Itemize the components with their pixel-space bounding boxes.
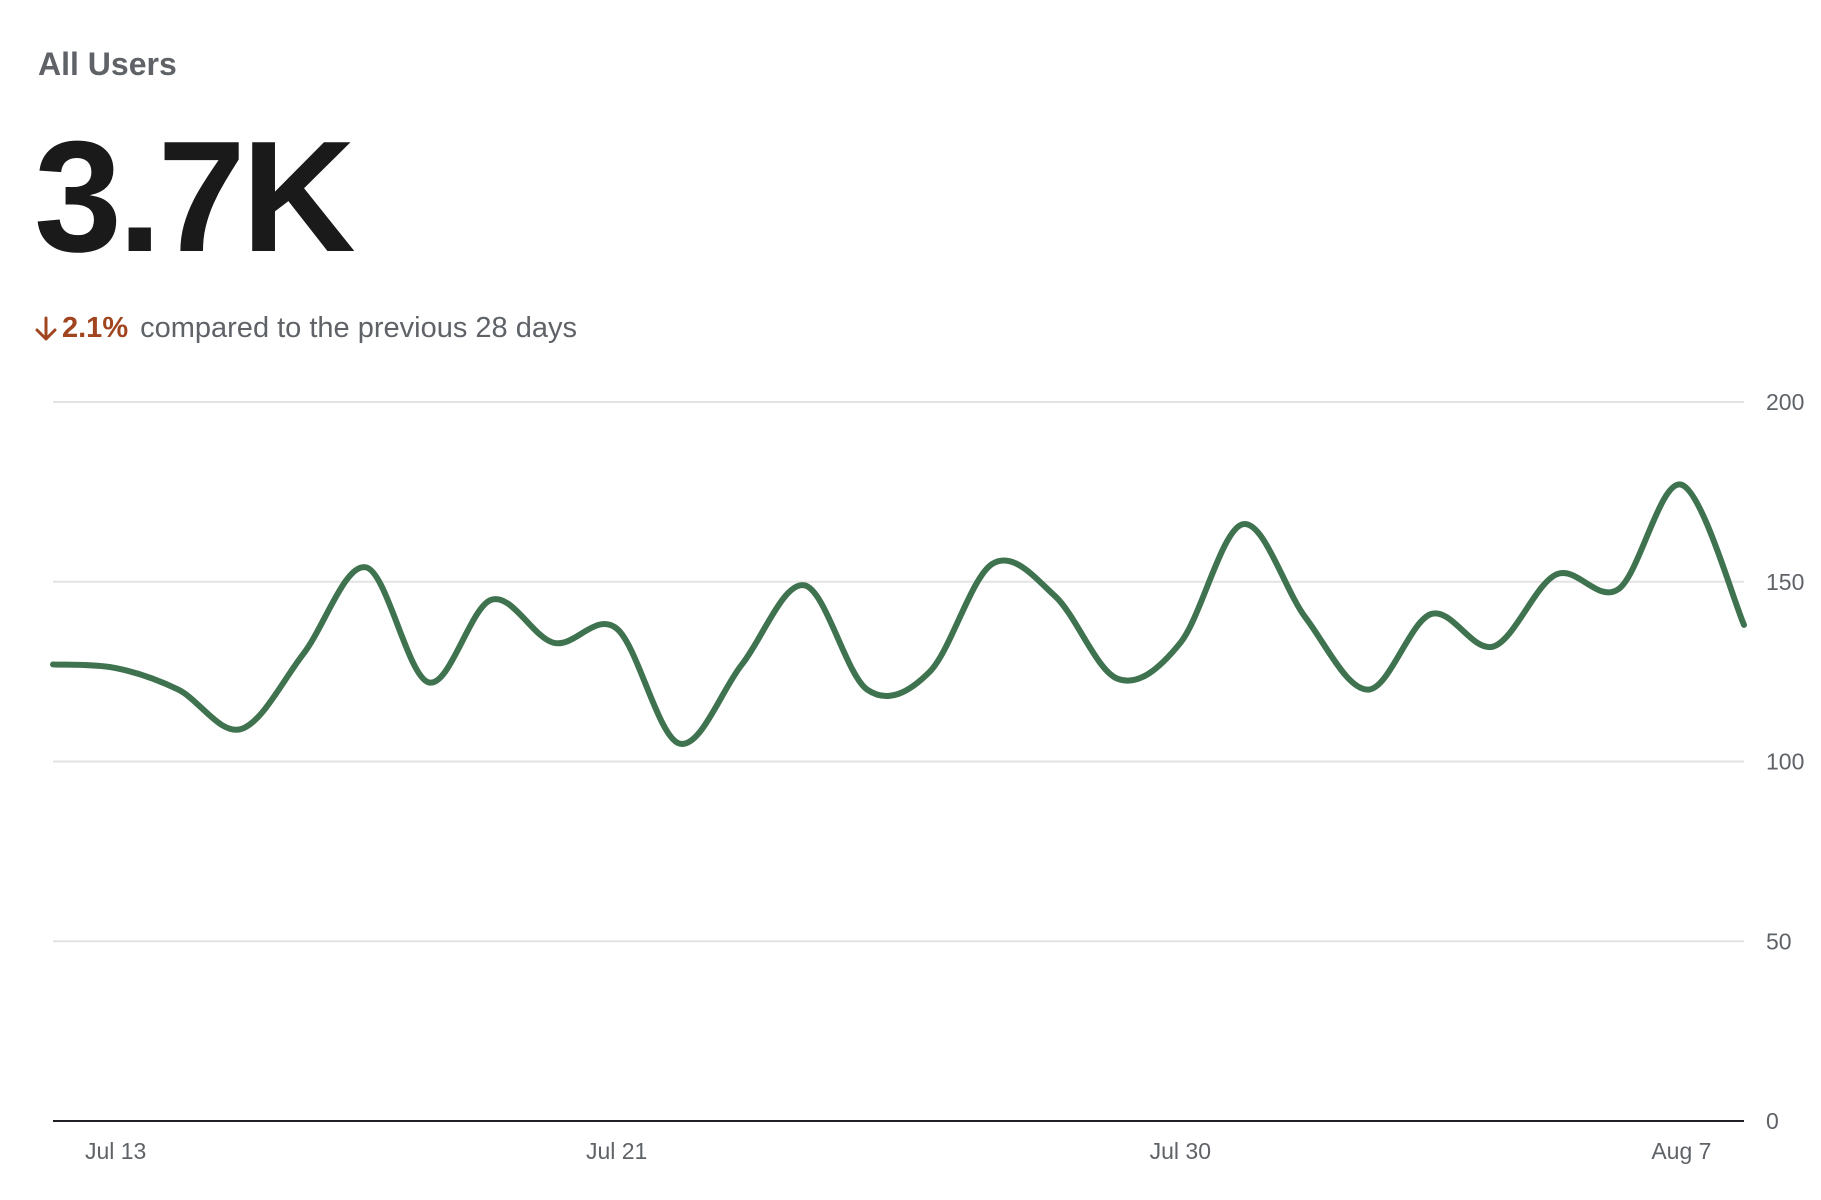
y-tick-label: 50 [1766,928,1792,954]
metric-title: All Users [38,46,177,82]
data-point[interactable] [1485,638,1501,654]
data-point[interactable] [45,656,61,672]
data-point[interactable] [1172,635,1188,651]
data-point[interactable] [1673,477,1689,493]
data-point[interactable] [1611,581,1627,597]
comparison-row: 2.1% compared to the previous 28 days [34,312,577,345]
y-tick-label: 0 [1766,1108,1779,1134]
data-point[interactable] [1235,516,1251,532]
x-tick-label: Jul 13 [85,1138,146,1164]
data-point[interactable] [1736,617,1752,633]
data-point[interactable] [984,556,1000,572]
data-point[interactable] [1110,671,1126,687]
data-point[interactable] [1360,682,1376,698]
data-point[interactable] [1298,610,1314,626]
data-point[interactable] [859,682,875,698]
data-point[interactable] [1548,567,1564,583]
data-point[interactable] [1047,588,1063,604]
users-line-chart: 0 50 100 150 200 Jul 13 Jul 21 Jul 30 Aug 7 [45,389,1804,1164]
data-point[interactable] [421,674,437,690]
data-point[interactable] [483,592,499,608]
data-point[interactable] [797,577,813,593]
y-tick-label: 200 [1766,389,1804,415]
data-point[interactable] [233,721,249,737]
data-point[interactable] [1423,606,1439,622]
delta-percent: 2.1% [62,312,129,344]
data-point[interactable] [734,656,750,672]
data-point[interactable] [358,559,374,575]
y-tick-label: 150 [1766,569,1804,595]
data-point[interactable] [546,635,562,651]
x-tick-label: Jul 30 [1150,1138,1211,1164]
data-point[interactable] [922,664,938,680]
x-tick-label: Jul 21 [586,1138,647,1164]
comparison-text: compared to the previous 28 days [140,312,577,344]
y-tick-label: 100 [1766,749,1804,775]
data-point[interactable] [170,682,186,698]
data-point[interactable] [108,660,124,676]
series-line-all-users [50,481,1747,747]
metric-value: 3.7K [34,109,356,285]
data-point[interactable] [609,620,625,636]
arrow-down-icon [34,315,58,343]
data-point[interactable] [296,646,312,662]
x-tick-label: Aug 7 [1651,1138,1711,1164]
line-chart-container: 0 50 100 150 200 Jul 13 Jul 21 Jul 30 Aug 7 [0,380,1821,1195]
data-point[interactable] [671,736,687,752]
